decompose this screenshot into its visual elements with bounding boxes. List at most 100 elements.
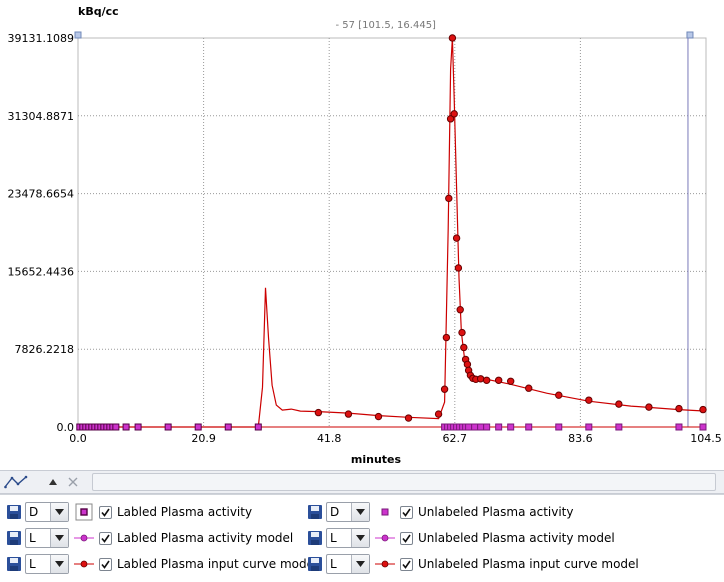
series-visible-checkbox[interactable] [99, 557, 112, 571]
x-axis-label: minutes [351, 453, 402, 466]
data-point-square [495, 423, 503, 431]
chart-toolbar [0, 470, 724, 494]
save-icon[interactable] [6, 504, 22, 520]
series-legend-panel: D Labled Plasma activity L Labled Plasma ac… [0, 494, 724, 582]
data-point-circle [454, 264, 463, 272]
data-point-circle [445, 194, 453, 203]
mode-select-value: L [330, 531, 337, 545]
series-visible-checkbox[interactable] [99, 505, 112, 519]
y-tick-label: 0.0 [57, 421, 75, 434]
mode-select-value: D [330, 505, 340, 519]
data-point-square [483, 423, 491, 431]
data-point-circle [675, 404, 683, 413]
series-symbol-icon[interactable] [73, 502, 95, 522]
y-tick-label: 7826.2218 [15, 343, 75, 356]
data-point-square [525, 423, 533, 431]
curve-fit-icon[interactable] [3, 474, 29, 490]
triangle-up-icon[interactable] [44, 474, 62, 490]
y-tick-label: 39131.1089 [8, 32, 74, 45]
data-point-circle [494, 376, 503, 384]
data-point-square [465, 423, 473, 431]
data-point-square [507, 423, 515, 431]
series-label: Unlabeled Plasma activity model [418, 531, 615, 545]
axis-handle-left[interactable] [74, 31, 82, 39]
data-point-square [134, 423, 142, 431]
data-point-square [224, 423, 232, 431]
mode-select-value: L [330, 557, 337, 571]
mode-select[interactable]: D [326, 502, 370, 522]
mode-select[interactable]: L [326, 554, 370, 574]
mode-select[interactable]: L [25, 554, 69, 574]
axis-handle-right[interactable] [686, 31, 694, 39]
series-label: Labled Plasma activity [117, 505, 253, 519]
save-icon[interactable] [307, 504, 323, 520]
series-label: Labled Plasma activity model [117, 531, 294, 545]
series-symbol-icon[interactable] [73, 554, 95, 574]
chevron-down-icon[interactable] [50, 529, 68, 547]
mode-select[interactable]: L [326, 528, 370, 548]
chart-svg[interactable]: kBq/cc - 57 [101.5, 16.445] minutes 0.0 2… [0, 0, 724, 470]
series-symbol-icon[interactable] [73, 528, 95, 548]
series-visible-checkbox[interactable] [400, 505, 413, 519]
series-label: Unlabeled Plasma activity [418, 505, 574, 519]
series-label: Labled Plasma input curve model [117, 557, 318, 571]
data-point-circle [525, 384, 533, 392]
data-point-square [615, 423, 623, 431]
mode-select[interactable]: L [25, 528, 69, 548]
data-point-circle [585, 396, 593, 404]
data-point-circle [555, 391, 563, 399]
series-label: Unlabeled Plasma input curve model [418, 557, 639, 571]
mode-select-value: L [29, 531, 36, 545]
horizontal-scrollbar[interactable] [92, 473, 716, 491]
data-point-square [585, 423, 593, 431]
chevron-down-icon[interactable] [351, 503, 369, 521]
data-point-square [164, 423, 172, 431]
chevron-down-icon[interactable] [351, 555, 369, 573]
x-tick-label: 104.5 [690, 432, 722, 445]
chart-area[interactable]: kBq/cc - 57 [101.5, 16.445] minutes 0.0 2… [0, 0, 724, 470]
data-point-circle [442, 333, 451, 342]
data-point-circle [463, 360, 472, 369]
data-point-circle [446, 115, 455, 123]
chevron-down-icon[interactable] [50, 555, 68, 573]
data-point-square [675, 423, 683, 431]
data-point-circle [458, 328, 466, 337]
mode-select-value: D [29, 505, 39, 519]
x-tick-label: 41.8 [317, 432, 342, 445]
chevron-down-icon[interactable] [351, 529, 369, 547]
data-point-circle [314, 408, 323, 417]
data-point-circle [506, 377, 515, 385]
mode-select[interactable]: D [25, 502, 69, 522]
legend-row: L Labled Plasma input curve model [6, 553, 317, 575]
save-icon[interactable] [307, 530, 323, 546]
close-icon[interactable] [64, 474, 82, 490]
data-point-circle [404, 414, 413, 422]
x-tick-label: 0.0 [69, 432, 87, 445]
save-icon[interactable] [307, 556, 323, 572]
data-point-circle [344, 410, 353, 418]
legend-row: L Unlabeled Plasma input curve model [307, 553, 639, 575]
series-visible-checkbox[interactable] [400, 557, 413, 571]
data-point-square [122, 423, 130, 431]
legend-row: D Unlabeled Plasma activity [307, 501, 574, 523]
x-tick-label: 20.9 [191, 432, 216, 445]
data-point-circle [452, 234, 461, 242]
y-tick-label: 23478.6654 [8, 188, 74, 201]
data-point-square [471, 423, 479, 431]
data-point-square [194, 423, 202, 431]
data-point-circle [615, 400, 623, 408]
data-point-circle [450, 110, 458, 118]
series-visible-checkbox[interactable] [99, 531, 112, 545]
chevron-down-icon[interactable] [50, 503, 68, 521]
series-symbol-icon[interactable] [374, 528, 396, 548]
y-tick-label: 31304.8871 [8, 110, 74, 123]
y-axis-label: kBq/cc [78, 5, 119, 18]
save-icon[interactable] [6, 556, 22, 572]
save-icon[interactable] [6, 530, 22, 546]
series-symbol-icon[interactable] [374, 554, 396, 574]
y-tick-label: 15652.4436 [8, 265, 74, 278]
mode-select-value: L [29, 557, 36, 571]
legend-row: L Unlabeled Plasma activity model [307, 527, 615, 549]
series-visible-checkbox[interactable] [400, 531, 413, 545]
series-symbol-icon[interactable] [374, 502, 396, 522]
